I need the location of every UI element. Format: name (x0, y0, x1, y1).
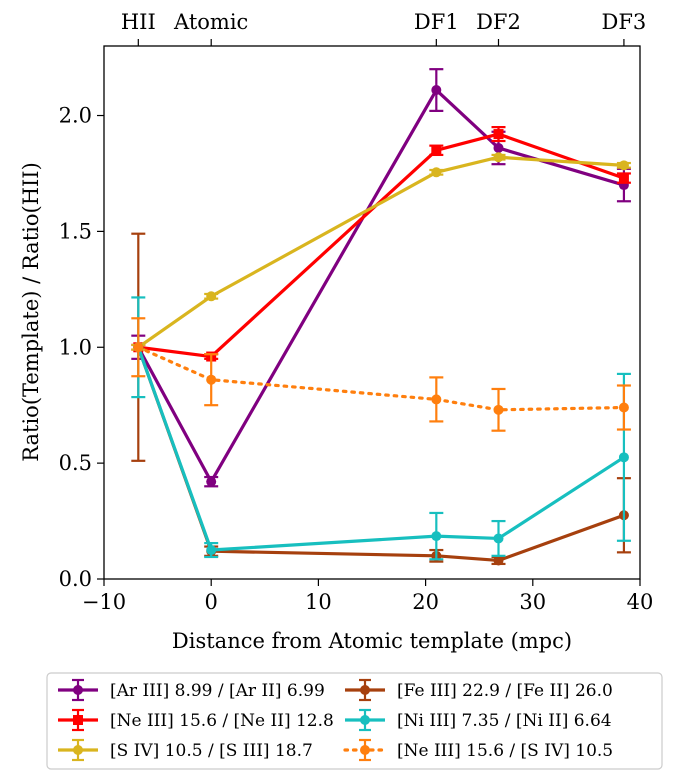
legend-label: [Ne III] 15.6 / [Ne II] 12.8 (110, 711, 334, 731)
legend-marker (360, 685, 370, 695)
legend-marker (73, 685, 83, 695)
legend-marker (73, 745, 83, 755)
series-5 (131, 317, 631, 432)
legend-item: [Fe III] 22.9 / [Fe II] 26.0 (345, 678, 613, 702)
data-point (493, 404, 504, 415)
x-tick-label: 0 (205, 590, 218, 614)
legend-item: [Ar III] 8.99 / [Ar II] 6.99 (58, 678, 325, 702)
top-tick-label: Atomic (173, 10, 248, 34)
legend-item: [S IV] 10.5 / [S III] 18.7 (58, 738, 313, 762)
data-point (431, 531, 442, 542)
x-tick-label: −10 (82, 590, 126, 614)
data-point (133, 342, 144, 353)
data-point (493, 152, 504, 163)
legend-label: [Fe III] 22.9 / [Fe II] 26.0 (397, 681, 613, 701)
data-point (206, 545, 217, 556)
data-point (431, 167, 442, 178)
data-point (618, 402, 629, 413)
x-tick-label: 40 (627, 590, 654, 614)
legend-marker (360, 745, 370, 755)
x-axis-label: Distance from Atomic template (mpc) (172, 629, 572, 653)
legend: [Ar III] 8.99 / [Ar II] 6.99 [Ne III] 15.… (46, 672, 663, 770)
y-tick-label: 1.5 (59, 219, 92, 243)
series-line (138, 132, 625, 359)
y-tick-label: 2.0 (59, 104, 92, 128)
x-tick-label: 20 (412, 590, 439, 614)
data-point (431, 394, 442, 405)
top-tick-label: HII (121, 10, 156, 34)
data-point (493, 142, 504, 153)
data-point (618, 173, 629, 184)
legend-label: [Ar III] 8.99 / [Ar II] 6.99 (110, 681, 325, 701)
y-tick-label: 0.5 (59, 451, 92, 475)
data-point (493, 533, 504, 544)
y-tick-label: 1.0 (59, 335, 92, 359)
y-axis-label: Ratio(Template) / Ratio(HII) (19, 162, 43, 462)
top-tick-label: DF1 (414, 10, 459, 34)
legend-item: [Ni III] 7.35 / [Ni II] 6.64 (345, 708, 612, 732)
data-point (206, 291, 217, 302)
data-point (206, 374, 217, 385)
x-tick-label: 10 (305, 590, 332, 614)
legend-item: [Ne III] 15.6 / [S IV] 10.5 (343, 738, 613, 762)
series-4 (131, 296, 631, 561)
legend-label: [S IV] 10.5 / [S III] 18.7 (110, 741, 313, 761)
data-point (431, 85, 442, 96)
legend-item: [Ne III] 15.6 / [Ne II] 12.8 (58, 708, 334, 732)
data-point (206, 476, 217, 487)
legend-marker (73, 715, 83, 725)
data-point (618, 160, 629, 171)
top-tick-label: DF2 (476, 10, 521, 34)
legend-label: [Ni III] 7.35 / [Ni II] 6.64 (397, 711, 612, 731)
y-tick-label: 0.0 (59, 567, 92, 591)
data-point (618, 452, 629, 463)
series-group (131, 68, 631, 566)
series-2 (131, 152, 631, 353)
legend-label: [Ne III] 15.6 / [S IV] 10.5 (397, 741, 613, 761)
legend-marker (360, 715, 370, 725)
axes: −10 0 10 20 30 40 0.0 0.5 1.0 1.5 2.0 HII Atomic DF1 D… (59, 10, 654, 614)
data-point (431, 145, 442, 156)
top-tick-label: DF3 (602, 10, 647, 34)
data-point (493, 555, 504, 566)
x-tick-label: 30 (519, 590, 546, 614)
series-0 (131, 68, 631, 488)
series-line (136, 88, 625, 484)
data-point (493, 129, 504, 140)
plot-frame (103, 45, 641, 580)
series-3 (131, 232, 631, 566)
